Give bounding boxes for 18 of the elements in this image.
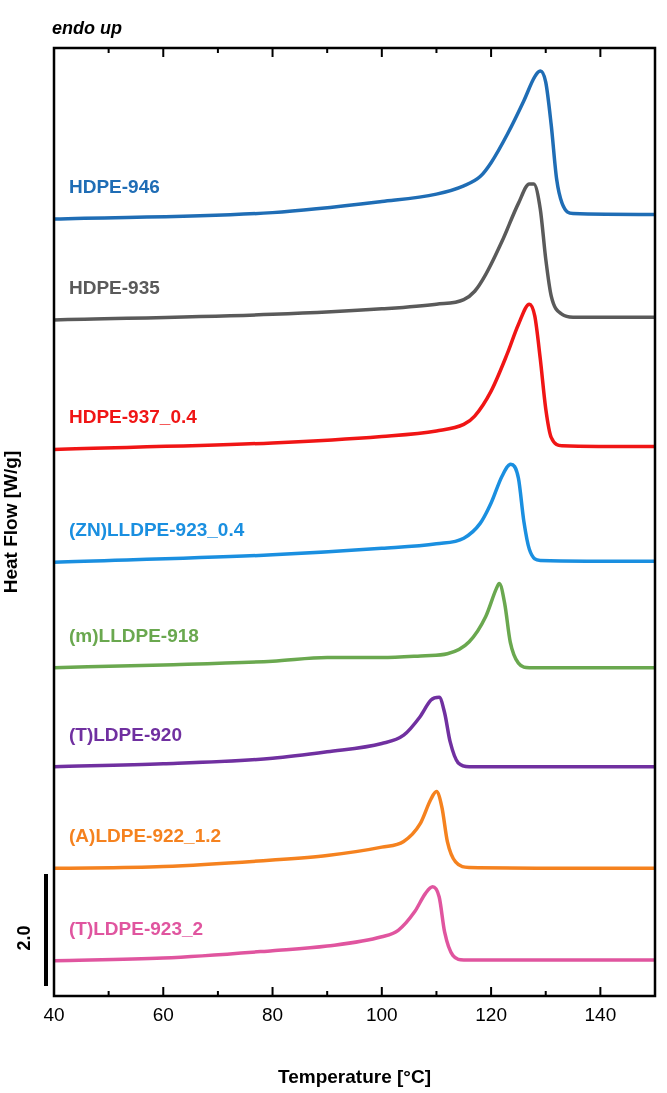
series-label: (T)LDPE-923_2 (69, 917, 204, 939)
x-tick-label: 40 (43, 1003, 65, 1025)
series-label: HDPE-935 (69, 276, 161, 298)
x-tick-label: 140 (584, 1003, 617, 1025)
series-label: (ZN)LLDPE-923_0.4 (69, 519, 245, 541)
text: endo up (52, 18, 122, 38)
text: 2.0 (14, 925, 34, 951)
series-label: (m)LLDPE-918 (69, 624, 199, 646)
y-axis-title: Heat Flow [W/g] (0, 450, 21, 594)
series-label: HDPE-946 (69, 176, 160, 198)
series-label: (T)LDPE-920 (69, 723, 182, 745)
series-label: (A)LDPE-922_1.2 (69, 825, 222, 847)
x-axis-title: Temperature [°C] (278, 1065, 431, 1087)
x-tick-label: 100 (365, 1003, 398, 1025)
x-tick-label: 120 (475, 1003, 507, 1025)
x-tick-label: 60 (152, 1003, 174, 1025)
x-tick-label: 80 (261, 1003, 284, 1025)
series-label: HDPE-937_0.4 (69, 406, 198, 428)
